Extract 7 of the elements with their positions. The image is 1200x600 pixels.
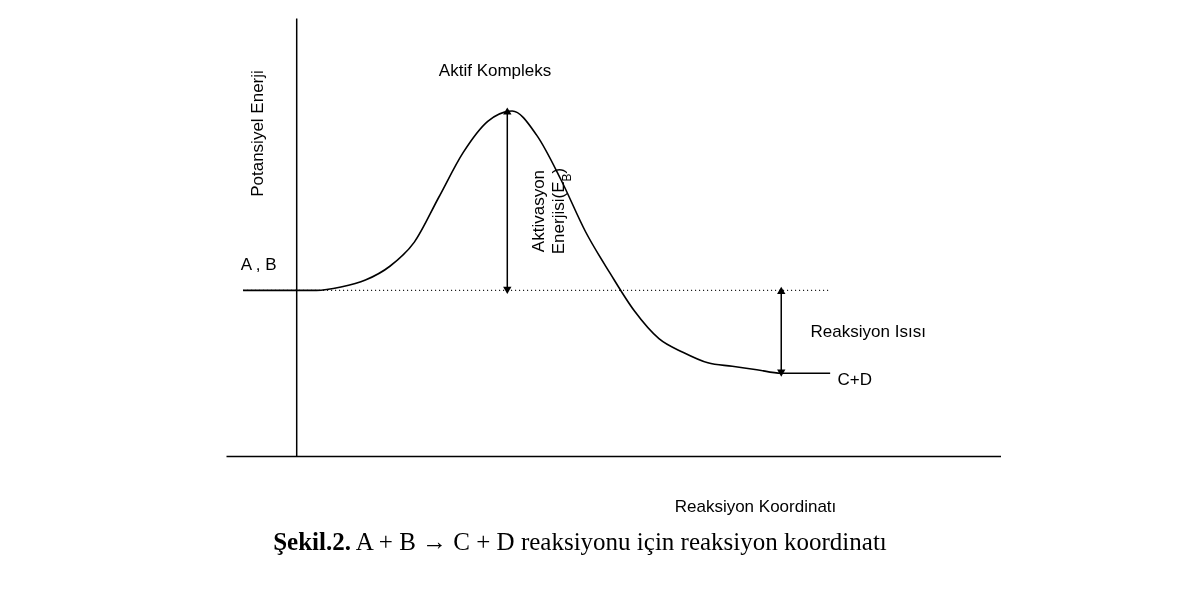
y-axis-title: Potansiyel Enerji (247, 70, 267, 197)
text: C+D (837, 370, 872, 390)
annotation: A , B (240, 254, 277, 274)
x-axis-title: Reaksiyon Koordinatı (674, 496, 837, 516)
text: Aktif Kompleks (438, 61, 552, 81)
annotation: Reaksiyon Isısı (810, 321, 926, 341)
text: Şekil.2. A + B → C + D reaksiyonu için reaksiyon koordinatı (272, 528, 888, 556)
